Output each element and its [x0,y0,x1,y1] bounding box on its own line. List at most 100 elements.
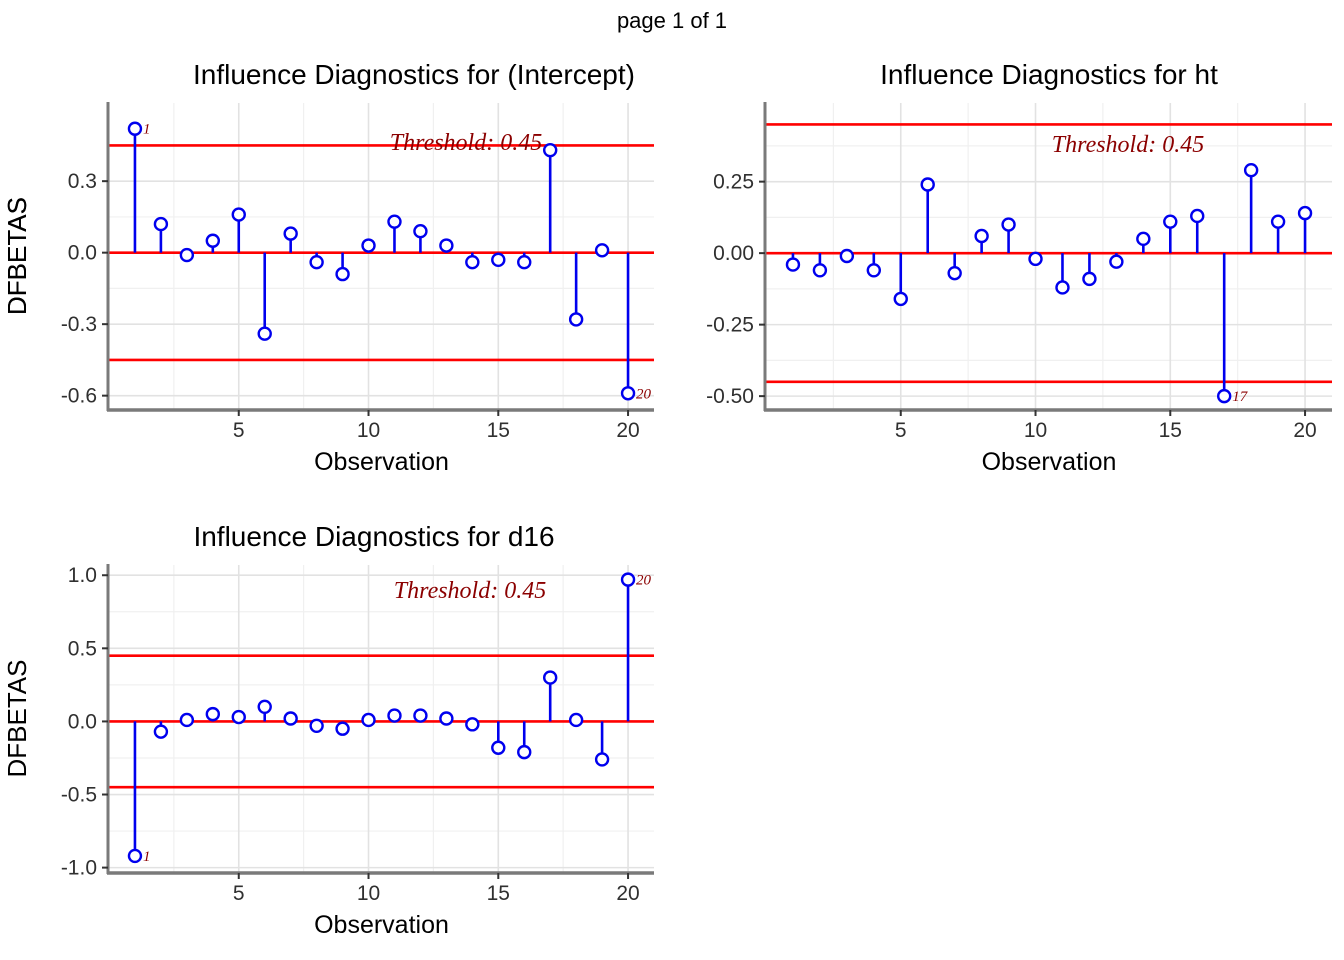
marker-obs-3 [179,712,195,728]
marker-obs-19 [1270,214,1286,229]
marker-obs-14 [1136,231,1151,247]
y-tick-labels: 1.0 0.5 0.0 -0.5 -1.0 [61,564,97,879]
x-tick-label: 5 [233,882,245,905]
marker-obs-1 [127,121,143,136]
marker-obs-14 [465,717,480,732]
x-axis-title: Observation [314,911,449,939]
y-tick-label: -0.3 [61,313,97,336]
marker-obs-13 [1109,254,1124,269]
threshold-annotation: Threshold: 0.45 [1052,132,1204,158]
stems [127,121,636,401]
panel-d16: 1 20 Threshold: 0.45 1.0 0.5 0.0 -0.5 -1.0 5 10 15… [2,521,654,939]
point-label-20: 20 [636,386,652,402]
marker-obs-8 [974,228,989,244]
marker-obs-15 [1163,214,1178,229]
marker-obs-12 [1082,271,1097,287]
marker-obs-3 [179,247,195,263]
threshold-annotation: Threshold: 0.45 [390,130,542,156]
stems [127,572,636,864]
marker-obs-15 [491,252,506,268]
marker-obs-14 [465,254,480,270]
marker-obs-5 [231,709,246,725]
x-tick-label: 15 [487,882,510,905]
marker-obs-20 [620,572,636,587]
marker-obs-7 [947,265,962,281]
stems [785,163,1313,404]
y-tick-label: 1.0 [68,564,97,587]
point-labels: 1 20 [143,122,652,403]
marker-obs-13 [439,711,454,726]
panel-title: Influence Diagnostics for d16 [193,521,554,552]
marker-obs-1 [127,848,143,864]
marker-obs-11 [387,214,402,229]
y-tick-labels: 0.25 0.00 -0.25 -0.50 [706,171,754,408]
y-axis-title: DFBETAS [2,197,32,315]
marker-obs-6 [257,699,272,715]
x-axis-title: Observation [314,448,449,476]
x-tick-labels: 5 10 15 20 [233,882,640,905]
marker-obs-9 [335,266,350,282]
x-tick-label: 20 [616,882,639,905]
marker-obs-7 [283,711,298,726]
marker-obs-12 [413,708,428,723]
y-tick-labels: 0.3 0.0 -0.3 -0.6 [61,170,97,407]
marker-obs-5 [893,291,908,307]
marker-obs-2 [153,724,169,739]
marker-obs-16 [1190,208,1205,224]
marker-obs-9 [1001,217,1016,232]
marker-obs-2 [812,263,828,278]
marker-obs-13 [439,238,454,253]
marker-obs-17 [1216,388,1232,404]
marker-obs-20 [1297,205,1313,221]
marker-obs-2 [153,216,169,232]
point-labels: 1 20 [143,573,652,865]
x-tick-label: 20 [1293,419,1316,442]
x-tick-label: 10 [1024,419,1047,442]
y-axis-title: DFBETAS [2,660,32,778]
grid-minor [109,565,654,872]
marker-obs-19 [594,752,610,767]
threshold-annotation: Threshold: 0.45 [394,578,546,604]
x-tick-label: 5 [895,419,907,442]
y-tick-label: 0.25 [713,171,754,194]
marker-obs-15 [491,740,506,755]
y-tick-label: 0.3 [68,170,97,193]
point-label-1: 1 [143,849,151,865]
x-tick-label: 5 [233,419,245,442]
marker-obs-18 [1243,163,1259,178]
y-tick-label: -0.5 [61,784,97,807]
point-labels: 17 [1232,389,1249,405]
tick-marks [102,180,630,416]
marker-obs-9 [335,721,350,736]
point-label-1: 1 [143,122,151,138]
marker-obs-11 [387,708,402,723]
y-tick-label: 0.0 [68,242,97,265]
x-axis-title: Observation [982,448,1117,476]
marker-obs-20 [620,386,636,401]
marker-obs-4 [866,263,882,278]
marker-obs-10 [361,238,376,253]
y-tick-label: -1.0 [61,857,97,880]
marker-obs-18 [568,712,584,728]
marker-obs-18 [568,312,584,327]
marker-obs-16 [517,254,532,270]
y-tick-label: -0.50 [706,385,754,408]
marker-obs-8 [309,254,324,270]
y-tick-label: -0.6 [61,385,97,408]
y-axis-title: DFBETAS [2,197,32,315]
grid-minor [766,103,1332,409]
tick-marks [759,180,1307,416]
marker-obs-6 [257,326,272,341]
marker-obs-6 [920,177,935,192]
marker-obs-5 [231,207,246,222]
marker-obs-16 [517,744,532,760]
grid-major [109,565,654,872]
x-tick-labels: 5 10 15 20 [895,419,1317,442]
panel-title: Influence Diagnostics for ht [880,59,1218,90]
x-tick-label: 10 [357,882,380,905]
x-tick-label: 15 [1159,419,1182,442]
marker-obs-4 [205,706,221,722]
